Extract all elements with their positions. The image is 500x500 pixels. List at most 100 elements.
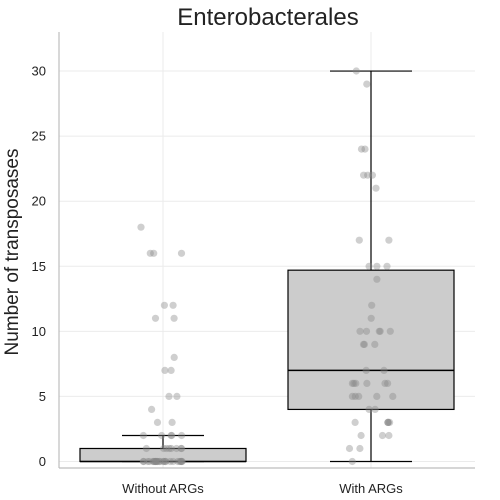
data-point [386, 418, 394, 426]
chart-title: Enterobacterales [177, 4, 358, 31]
data-point [155, 457, 164, 466]
data-point [371, 405, 379, 413]
data-point [152, 457, 160, 466]
data-point [150, 249, 158, 257]
data-point [150, 457, 158, 466]
data-point [348, 379, 356, 387]
data-point [146, 249, 154, 257]
data-point [170, 353, 178, 361]
data-point [173, 392, 181, 400]
y-tick-label: 5 [39, 389, 46, 404]
data-point [142, 444, 150, 453]
data-point [373, 275, 381, 283]
data-point [383, 262, 391, 270]
data-point [368, 301, 376, 309]
data-point [160, 457, 168, 466]
data-point [367, 314, 375, 322]
data-point [384, 418, 392, 426]
data-point [373, 262, 381, 270]
data-point [177, 457, 185, 466]
data-point [348, 457, 356, 466]
data-point [139, 457, 147, 466]
data-point [372, 184, 380, 192]
data-point [149, 457, 157, 466]
data-point [153, 457, 161, 466]
data-point [365, 405, 373, 413]
data-point [152, 457, 160, 466]
data-point [150, 457, 158, 466]
y-tick-label: 20 [32, 194, 46, 209]
data-point [178, 431, 186, 440]
data-point [371, 340, 379, 348]
data-point [360, 340, 368, 348]
data-point [140, 457, 148, 466]
data-point [362, 366, 370, 374]
data-point [153, 457, 161, 466]
y-tick-label: 30 [32, 64, 46, 79]
data-point [378, 431, 387, 440]
data-point [359, 340, 368, 348]
data-point [355, 392, 363, 400]
data-point [363, 80, 371, 88]
data-point [357, 431, 365, 440]
data-point [381, 379, 389, 387]
data-point [362, 327, 371, 335]
tick-labels: 0 5 10 15 20 25 30 Without ARGs With ARGs [32, 64, 404, 496]
data-point [161, 457, 170, 466]
data-point [375, 327, 383, 335]
data-point [168, 418, 176, 426]
data-point [161, 366, 169, 374]
data-point [351, 418, 359, 426]
data-point [167, 444, 175, 453]
data-point [165, 392, 173, 400]
y-tick-label: 10 [32, 324, 46, 339]
data-point [148, 405, 156, 413]
x-tick-label: With ARGs [339, 481, 403, 496]
y-tick-label: 25 [32, 129, 46, 144]
data-point [172, 444, 181, 453]
data-point [356, 327, 364, 335]
data-point [384, 379, 392, 387]
data-point [151, 314, 160, 322]
boxes [79, 70, 455, 463]
data-point [373, 392, 381, 400]
data-point [177, 457, 185, 466]
data-point [348, 392, 356, 400]
data-point [350, 379, 358, 387]
data-point [178, 457, 186, 466]
data-point [380, 366, 388, 374]
data-point [145, 457, 154, 466]
data-point [384, 418, 392, 426]
data-point [144, 457, 152, 466]
data-point [368, 171, 376, 179]
data-point [177, 444, 185, 453]
data-point [169, 457, 177, 466]
data-point [160, 444, 168, 453]
data-point [176, 457, 184, 466]
data-point [153, 418, 162, 426]
data-point [168, 431, 176, 440]
data-point [167, 431, 175, 440]
data-point [137, 223, 145, 231]
data-point [152, 457, 160, 466]
data-point [177, 249, 186, 257]
data-point [386, 327, 394, 335]
data-point [178, 457, 186, 466]
data-point [166, 457, 174, 466]
data-point [365, 262, 373, 270]
data-point [178, 444, 186, 453]
data-point [385, 431, 393, 440]
data-point [361, 145, 369, 153]
data-point [169, 301, 177, 309]
data-point [351, 392, 359, 400]
data-point [385, 236, 393, 244]
data-point [355, 236, 363, 244]
x-tick-label: Without ARGs [122, 481, 204, 496]
data-points [137, 67, 397, 466]
data-point [139, 431, 147, 440]
data-point [167, 366, 175, 374]
data-point [352, 67, 360, 75]
y-axis-label: Number of transposases [2, 149, 23, 356]
data-point [162, 457, 170, 466]
